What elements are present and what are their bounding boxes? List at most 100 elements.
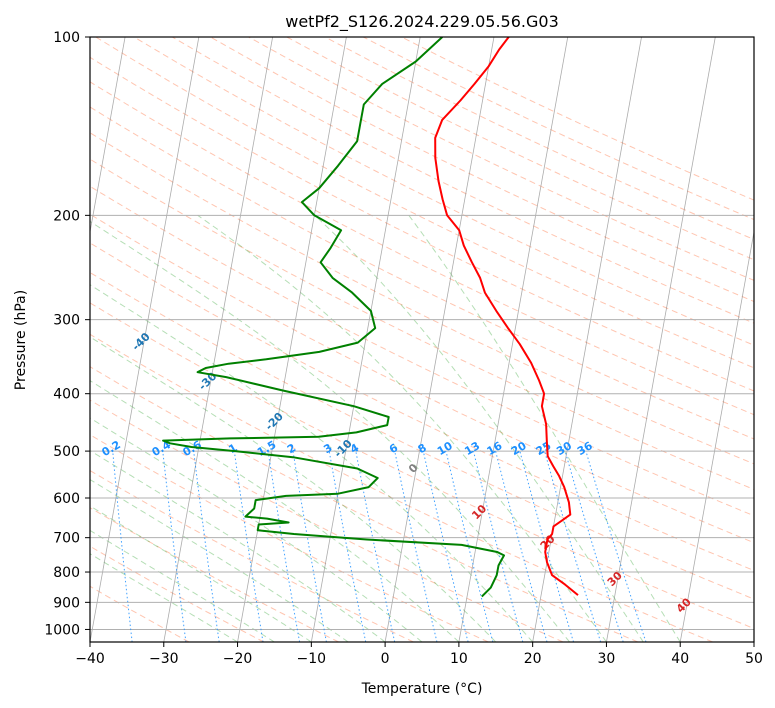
isotherm-line bbox=[237, 37, 347, 642]
mixing-ratio-line bbox=[495, 450, 548, 642]
dry-adiabat bbox=[90, 56, 754, 392]
y-tick-label: 700 bbox=[53, 531, 80, 547]
mixing-ratio-line bbox=[422, 450, 469, 642]
background-lines bbox=[90, 37, 754, 642]
isotherm-label: 10 bbox=[469, 502, 489, 522]
dry-adiabat bbox=[90, 106, 754, 440]
mixing-ratio-labels: 0.1 0.2 0.4 0.6 1 1.5 2 3 4 6 8 10 13 16 20 25 30 36 bbox=[100, 438, 596, 459]
mixing-ratio-line bbox=[585, 450, 647, 642]
mixing-ratio-line bbox=[473, 450, 524, 642]
mixing-ratio-label: 0.2 bbox=[100, 438, 123, 459]
mixing-ratio-line bbox=[328, 451, 367, 642]
mixing-ratio-line bbox=[355, 451, 396, 642]
dry-adiabat bbox=[210, 37, 754, 303]
moist-adiabat bbox=[90, 220, 570, 642]
sounding-traces bbox=[162, 37, 579, 598]
dry-adiabat bbox=[90, 469, 414, 642]
moist-adiabat bbox=[408, 215, 681, 642]
mixing-ratio-label: 30 bbox=[554, 439, 574, 458]
dry-adiabat bbox=[90, 213, 754, 544]
moist-adiabat bbox=[90, 505, 312, 642]
dry-adiabat bbox=[90, 242, 754, 572]
plot-frame bbox=[89, 36, 755, 643]
x-tick-label: 40 bbox=[671, 651, 689, 667]
mixing-ratio-line bbox=[112, 451, 133, 642]
mixing-ratio-label: 6 bbox=[387, 441, 400, 456]
y-tick-label: 1000 bbox=[44, 622, 80, 638]
x-tick-label: 0 bbox=[381, 651, 390, 667]
dry-adiabat bbox=[90, 366, 639, 642]
dry-adiabat bbox=[324, 37, 754, 241]
isotherm-line bbox=[163, 37, 274, 642]
y-tick-label: 400 bbox=[53, 387, 80, 403]
temperature-trace bbox=[434, 37, 579, 596]
y-tick-label: 200 bbox=[53, 208, 80, 224]
x-axis: −40 −30 −20 −10 0 10 20 30 40 50 bbox=[75, 642, 763, 667]
moist-adiabat bbox=[90, 478, 349, 642]
mixing-ratio-line bbox=[292, 451, 327, 642]
mixing-ratio-label: 25 bbox=[534, 439, 554, 458]
dry-adiabat bbox=[90, 545, 265, 642]
mixing-ratio-line bbox=[519, 450, 574, 642]
x-tick-label: 50 bbox=[745, 651, 763, 667]
mixing-ratio-line bbox=[564, 450, 624, 642]
mixing-ratio-line bbox=[193, 451, 220, 642]
mixing-ratio-line bbox=[394, 450, 438, 642]
mixing-ratio-label: 4 bbox=[348, 441, 361, 456]
moist-adiabat bbox=[90, 284, 534, 642]
isotherm-label: -40 bbox=[129, 330, 152, 353]
isotherm-line bbox=[310, 37, 421, 642]
mixing-ratio-line bbox=[267, 451, 301, 642]
dry-adiabat bbox=[90, 132, 754, 465]
y-axis-title: Pressure (hPa) bbox=[13, 290, 29, 390]
isotherm-line bbox=[679, 229, 754, 642]
moist-adiabat bbox=[90, 449, 386, 642]
moist-adiabat bbox=[90, 336, 497, 642]
mixing-ratio-label: 36 bbox=[575, 439, 595, 458]
isotherm-line bbox=[753, 639, 754, 642]
mixing-ratio-label: 13 bbox=[462, 439, 482, 458]
mixing-ratio-line bbox=[233, 451, 264, 642]
mixing-ratio-line bbox=[162, 451, 187, 642]
isotherm-line bbox=[90, 37, 200, 642]
isotherm-label: -20 bbox=[263, 410, 286, 433]
x-tick-label: 20 bbox=[524, 651, 542, 667]
isotherm-line bbox=[458, 37, 569, 642]
dry-adiabat bbox=[171, 37, 754, 324]
dry-adiabat bbox=[90, 271, 754, 600]
dry-adiabat bbox=[90, 81, 754, 416]
dry-adiabat bbox=[90, 185, 754, 517]
y-tick-label: 300 bbox=[53, 313, 80, 329]
mixing-ratio-label: 3 bbox=[321, 441, 334, 456]
dry-adiabat bbox=[90, 333, 713, 642]
x-tick-label: −40 bbox=[75, 651, 105, 667]
x-tick-label: −10 bbox=[297, 651, 327, 667]
dry-adiabat bbox=[90, 399, 564, 642]
dry-adiabat bbox=[90, 507, 339, 642]
dry-adiabat bbox=[401, 37, 754, 201]
mixing-ratio-line bbox=[544, 450, 602, 642]
isotherm-label: 0 bbox=[406, 461, 421, 476]
isotherm-label: -50 bbox=[63, 288, 86, 311]
moist-adiabat bbox=[90, 380, 460, 642]
isotherm-line bbox=[606, 37, 716, 642]
mixing-ratio-label: 2 bbox=[285, 441, 298, 456]
moist-adiabat bbox=[90, 553, 238, 642]
y-tick-label: 900 bbox=[53, 595, 80, 611]
x-tick-label: −20 bbox=[223, 651, 253, 667]
dry-adiabat bbox=[90, 158, 754, 491]
mixing-ratio-line bbox=[445, 450, 494, 642]
y-tick-label: 600 bbox=[53, 491, 80, 507]
dry-adiabat bbox=[90, 434, 489, 642]
dry-adiabat bbox=[133, 37, 754, 346]
x-tick-label: 10 bbox=[450, 651, 468, 667]
y-tick-label: 800 bbox=[53, 565, 80, 581]
x-axis-title: Temperature (°C) bbox=[361, 681, 483, 697]
moist-adiabat bbox=[314, 214, 644, 642]
moist-adiabat bbox=[90, 529, 275, 642]
moist-adiabat bbox=[197, 214, 607, 642]
y-axis: 100 200 300 400 500 600 700 800 900 1000 bbox=[44, 30, 90, 638]
isotherm-label: 40 bbox=[674, 595, 694, 615]
mixing-ratio-label: 16 bbox=[485, 439, 505, 458]
